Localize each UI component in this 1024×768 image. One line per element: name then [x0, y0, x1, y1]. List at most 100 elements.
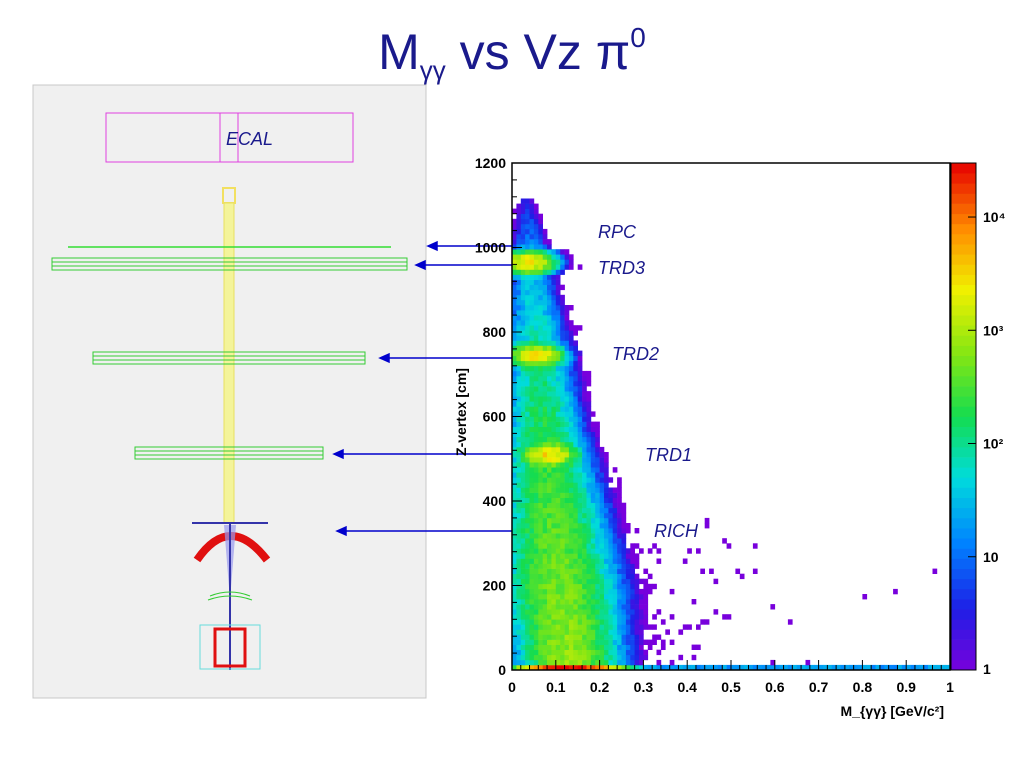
heatmap-cell — [547, 599, 552, 605]
heatmap-cell — [582, 553, 587, 559]
heatmap-cell — [533, 305, 539, 311]
heatmap-cell — [512, 578, 517, 585]
heatmap-cell — [866, 664, 872, 671]
heatmap-cell — [525, 441, 530, 448]
heatmap-cell — [525, 548, 530, 554]
heatmap-cell — [533, 502, 539, 509]
heatmap-cell — [573, 381, 578, 387]
heatmap-cell — [612, 487, 618, 493]
heatmap-cell — [520, 634, 526, 640]
heatmap-cell — [529, 294, 535, 301]
heatmap-cell — [639, 578, 644, 585]
heatmap-cell — [608, 604, 614, 610]
heatmap-cell — [604, 639, 609, 645]
heatmap-cell — [533, 259, 539, 265]
heatmap-cell — [560, 654, 565, 661]
heatmap-cell — [555, 299, 561, 306]
heatmap-cell — [840, 664, 846, 671]
heatmap-cell — [542, 664, 548, 671]
heatmap-cell — [538, 431, 543, 438]
heatmap-cell — [560, 375, 565, 382]
heatmap-cell — [731, 664, 736, 671]
heatmap-cell — [630, 629, 635, 635]
heatmap-cell — [568, 492, 574, 498]
heatmap-cell — [525, 482, 530, 488]
heatmap-cell — [533, 543, 539, 549]
heatmap-cell — [516, 406, 522, 412]
heatmap-cell — [533, 573, 539, 580]
heatmap-cell — [538, 239, 543, 245]
heatmap-cell — [590, 421, 596, 427]
heatmap-cell — [516, 624, 522, 630]
colorbar-segment — [951, 629, 976, 640]
heatmap-cell — [542, 446, 548, 453]
heatmap-cell — [621, 659, 627, 666]
heatmap-cell — [564, 375, 570, 382]
colorbar-segment — [951, 355, 976, 367]
heatmap-cell — [547, 512, 552, 519]
heatmap-cell — [551, 426, 557, 432]
heatmap-cell — [577, 614, 583, 620]
heatmap-cell — [547, 335, 552, 341]
heatmap-cell — [516, 391, 522, 397]
heatmap-cell — [542, 599, 548, 605]
heatmap-cell — [538, 659, 543, 666]
heatmap-cell — [525, 452, 530, 458]
heatmap-cell — [542, 396, 548, 402]
heatmap-cell — [520, 320, 526, 326]
heatmap-cell — [573, 573, 578, 580]
heatmap-cell — [533, 426, 539, 432]
heatmap-cell — [582, 492, 587, 498]
heatmap-cell — [525, 274, 530, 280]
heatmap-cell — [568, 512, 574, 519]
heatmap-cell — [604, 563, 609, 569]
heatmap-cell — [599, 563, 605, 569]
heatmap-cell — [599, 446, 605, 453]
heatmap-cell — [577, 421, 583, 427]
heatmap-cell — [582, 619, 587, 625]
heatmap-cell — [560, 649, 565, 656]
heatmap-cell — [630, 664, 635, 671]
heatmap-cell — [547, 583, 552, 590]
heatmap-cell — [551, 462, 557, 468]
heatmap-cell — [512, 330, 517, 336]
x-tick-label: 0.5 — [721, 679, 741, 695]
heatmap-cell — [560, 299, 565, 306]
heatmap-cell — [525, 477, 530, 483]
heatmap-cell — [547, 654, 552, 661]
heatmap-cell — [590, 614, 596, 620]
heatmap-cell — [516, 548, 522, 554]
colorbar-segment — [951, 406, 976, 417]
heatmap-cell — [542, 436, 548, 443]
heatmap-cell — [542, 472, 548, 478]
heatmap-cell — [560, 594, 565, 600]
heatmap-cell — [555, 355, 561, 362]
heatmap-cell — [691, 654, 697, 661]
heatmap-cell — [573, 340, 578, 346]
heatmap-cell — [805, 664, 811, 671]
heatmap-cell — [621, 664, 627, 671]
heatmap-cell — [529, 416, 535, 422]
heatmap-cell — [586, 457, 592, 463]
heatmap-cell — [599, 472, 605, 478]
heatmap-cell — [586, 538, 592, 544]
heatmap-cell — [551, 452, 557, 458]
heatmap-cell — [538, 315, 543, 321]
heatmap-cell — [630, 599, 635, 605]
heatmap-cell — [529, 502, 535, 509]
heatmap-cell — [560, 487, 565, 493]
heatmap-cell — [547, 249, 552, 255]
heatmap-cell — [555, 467, 561, 473]
heatmap-cell — [560, 264, 565, 270]
heatmap-cell — [560, 330, 565, 336]
heatmap-cell — [525, 487, 530, 493]
heatmap-cell — [617, 477, 622, 483]
heatmap-cell — [547, 299, 552, 306]
heatmap-cell — [533, 614, 539, 620]
heatmap-cell — [533, 223, 539, 230]
heatmap-cell — [564, 477, 570, 483]
heatmap-cell — [678, 654, 684, 661]
heatmap-cell — [893, 664, 898, 671]
heatmap-cell — [516, 340, 522, 346]
heatmap-cell — [516, 507, 522, 514]
